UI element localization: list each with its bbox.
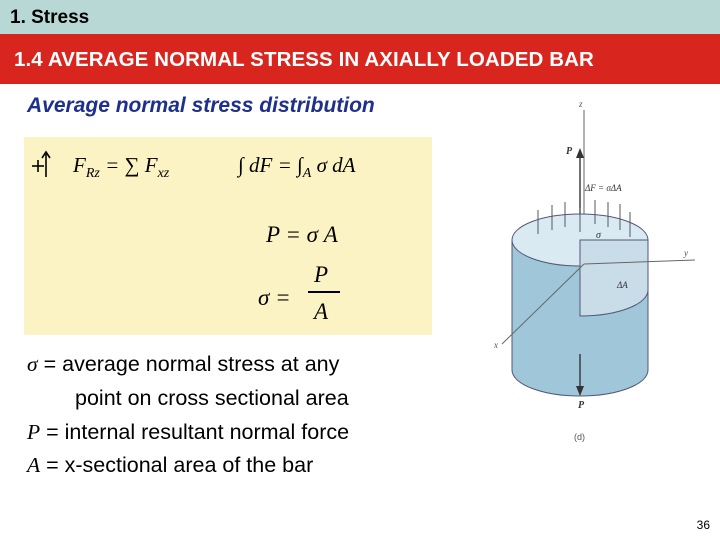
figure-caption: (d)	[574, 432, 585, 442]
force-sum-symbol: F	[73, 153, 86, 177]
chapter-bar: 1. Stress	[0, 0, 720, 34]
fraction-denominator: A	[314, 299, 329, 324]
y-axis-label: y	[683, 248, 688, 258]
x-axis-label: x	[493, 340, 498, 350]
integral-lhs: ∫ dF = ∫	[238, 153, 303, 177]
sigma-label: σ	[596, 230, 602, 241]
top-force-arrowhead	[576, 148, 584, 158]
y-axis-line	[583, 259, 696, 265]
integral-rhs: σ dA	[311, 153, 356, 177]
df-label: ΔF = σΔA	[584, 183, 622, 193]
fraction-numerator: P	[314, 262, 329, 287]
bar-stress-figure: z P ΔF = σΔA σ y x ΔA P (d)	[493, 99, 696, 442]
sigma-definition-continued: point on cross sectional area	[75, 386, 349, 410]
da-label: ΔA	[616, 280, 628, 290]
p-symbol: P	[27, 420, 41, 444]
force-sum-subscript: Rz	[85, 166, 100, 182]
section-bar: 1.4 AVERAGE NORMAL STRESS IN AXIALLY LOA…	[0, 34, 720, 84]
force-sum-rhs-subscript: xz	[157, 166, 170, 182]
top-force-label: P	[566, 146, 573, 157]
stress-arrows	[537, 200, 631, 237]
sigma-definition-text: = average normal stress at any	[37, 352, 340, 376]
p-definition: P = internal resultant normal force	[27, 420, 349, 445]
a-definition: A = x-sectional area of the bar	[27, 453, 313, 478]
fraction-bar	[308, 291, 340, 293]
z-axis-label: z	[578, 99, 583, 109]
slide-subtitle: Average normal stress distribution	[27, 94, 375, 117]
integral-equation: ∫ dF = ∫A σ dA	[238, 153, 356, 182]
integral-subscript: A	[302, 166, 312, 182]
plus-arrow-icon	[32, 150, 51, 177]
bottom-force-label: P	[578, 400, 585, 411]
x-axis-line	[501, 263, 585, 345]
p-definition-text: = internal resultant normal force	[40, 420, 350, 444]
cut-section	[579, 239, 649, 317]
sigma-symbol: σ	[27, 352, 38, 376]
chapter-title: 1. Stress	[10, 7, 90, 28]
page-number: 36	[696, 518, 710, 532]
p-equation: P = σ A	[266, 222, 338, 247]
sigma-definition: σ = average normal stress at any	[27, 352, 339, 377]
a-definition-text: = x-sectional area of the bar	[40, 453, 314, 477]
a-symbol: A	[27, 453, 41, 477]
bottom-force-arrowhead	[576, 386, 584, 396]
equation-box	[24, 137, 432, 335]
force-sum-equation: FRz = ∑ Fxz	[73, 153, 169, 182]
section-title: 1.4 AVERAGE NORMAL STRESS IN AXIALLY LOA…	[14, 48, 594, 71]
force-sum-rhs: = ∑ F	[105, 153, 158, 177]
sigma-lhs: σ =	[258, 285, 291, 310]
